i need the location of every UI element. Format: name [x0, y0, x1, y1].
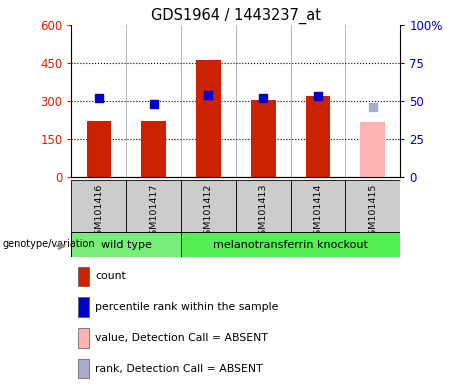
Bar	[181, 180, 236, 232]
Bar	[78, 297, 89, 317]
Bar	[78, 328, 89, 348]
Bar	[78, 359, 89, 379]
Bar	[71, 232, 181, 257]
Text: GSM101416: GSM101416	[95, 184, 103, 241]
Text: GSM101417: GSM101417	[149, 184, 158, 241]
Text: count: count	[95, 271, 126, 281]
Bar	[181, 232, 400, 257]
Bar	[196, 60, 221, 177]
Bar	[71, 180, 126, 232]
Bar	[126, 180, 181, 232]
Bar	[251, 99, 276, 177]
Text: genotype/variation: genotype/variation	[3, 238, 95, 248]
Bar	[78, 266, 89, 286]
Point	[150, 101, 157, 107]
Text: GSM101413: GSM101413	[259, 184, 268, 241]
Bar	[236, 180, 290, 232]
Text: melanotransferrin knockout: melanotransferrin knockout	[213, 240, 368, 250]
Text: rank, Detection Call = ABSENT: rank, Detection Call = ABSENT	[95, 364, 263, 374]
Bar	[306, 96, 330, 177]
Text: percentile rank within the sample: percentile rank within the sample	[95, 302, 279, 312]
Text: GSM101412: GSM101412	[204, 184, 213, 241]
Point	[260, 95, 267, 101]
Text: wild type: wild type	[101, 240, 152, 250]
Point	[369, 104, 377, 110]
Bar	[290, 180, 345, 232]
Point	[95, 95, 102, 101]
Title: GDS1964 / 1443237_at: GDS1964 / 1443237_at	[151, 7, 321, 23]
Bar	[345, 180, 400, 232]
Text: GSM101415: GSM101415	[368, 184, 377, 241]
Bar	[361, 122, 385, 177]
Text: GSM101414: GSM101414	[313, 184, 323, 241]
Text: value, Detection Call = ABSENT: value, Detection Call = ABSENT	[95, 333, 268, 343]
Point	[205, 92, 212, 98]
Bar	[87, 121, 111, 177]
Point	[314, 93, 322, 99]
Bar	[142, 121, 166, 177]
